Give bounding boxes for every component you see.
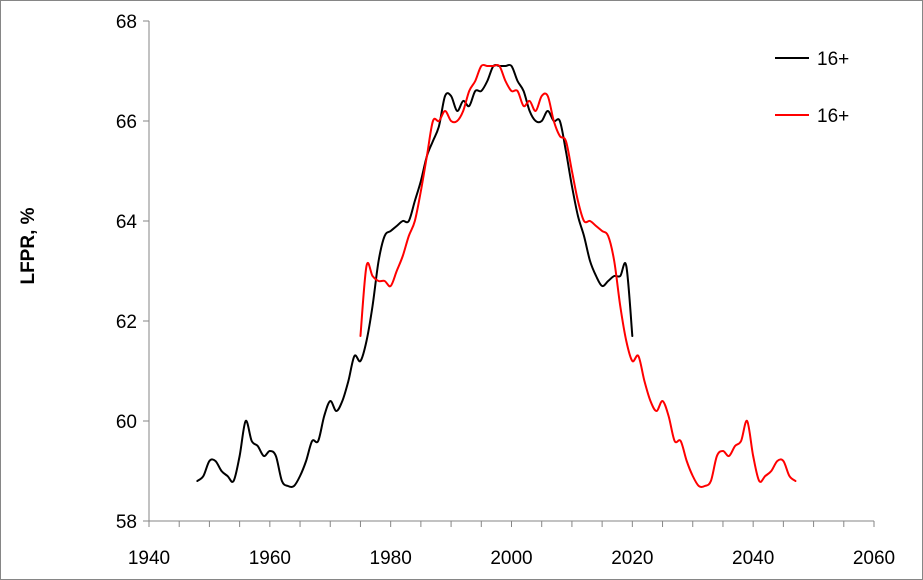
y-tick-label: 68 <box>116 12 137 33</box>
x-tick-label: 2040 <box>732 548 774 569</box>
series-lines <box>196 63 797 488</box>
y-tick-label: 64 <box>116 212 138 233</box>
x-tick-label: 2020 <box>611 548 653 569</box>
legend: 16+ 16+ <box>775 49 849 127</box>
y-tick-label: 60 <box>116 412 137 433</box>
series-line-1 <box>196 63 634 488</box>
legend-label-1: 16+ <box>817 49 849 70</box>
x-tick-label: 2060 <box>853 548 895 569</box>
x-tick-label: 1980 <box>370 548 412 569</box>
x-tick-label: 1940 <box>128 548 170 569</box>
y-tick-label: 58 <box>116 512 137 533</box>
y-tick-label: 62 <box>116 312 137 333</box>
series-line-2 <box>359 63 797 488</box>
y-axis-title: LFPR, % <box>18 207 39 284</box>
axes: 58 60 62 64 66 68 1940 1960 1980 2000 2020 2040 2060 <box>116 12 895 569</box>
x-tick-label: 2000 <box>490 548 532 569</box>
y-tick-label: 66 <box>116 112 137 133</box>
x-tick-label: 1960 <box>249 548 291 569</box>
legend-label-2: 16+ <box>817 106 849 127</box>
